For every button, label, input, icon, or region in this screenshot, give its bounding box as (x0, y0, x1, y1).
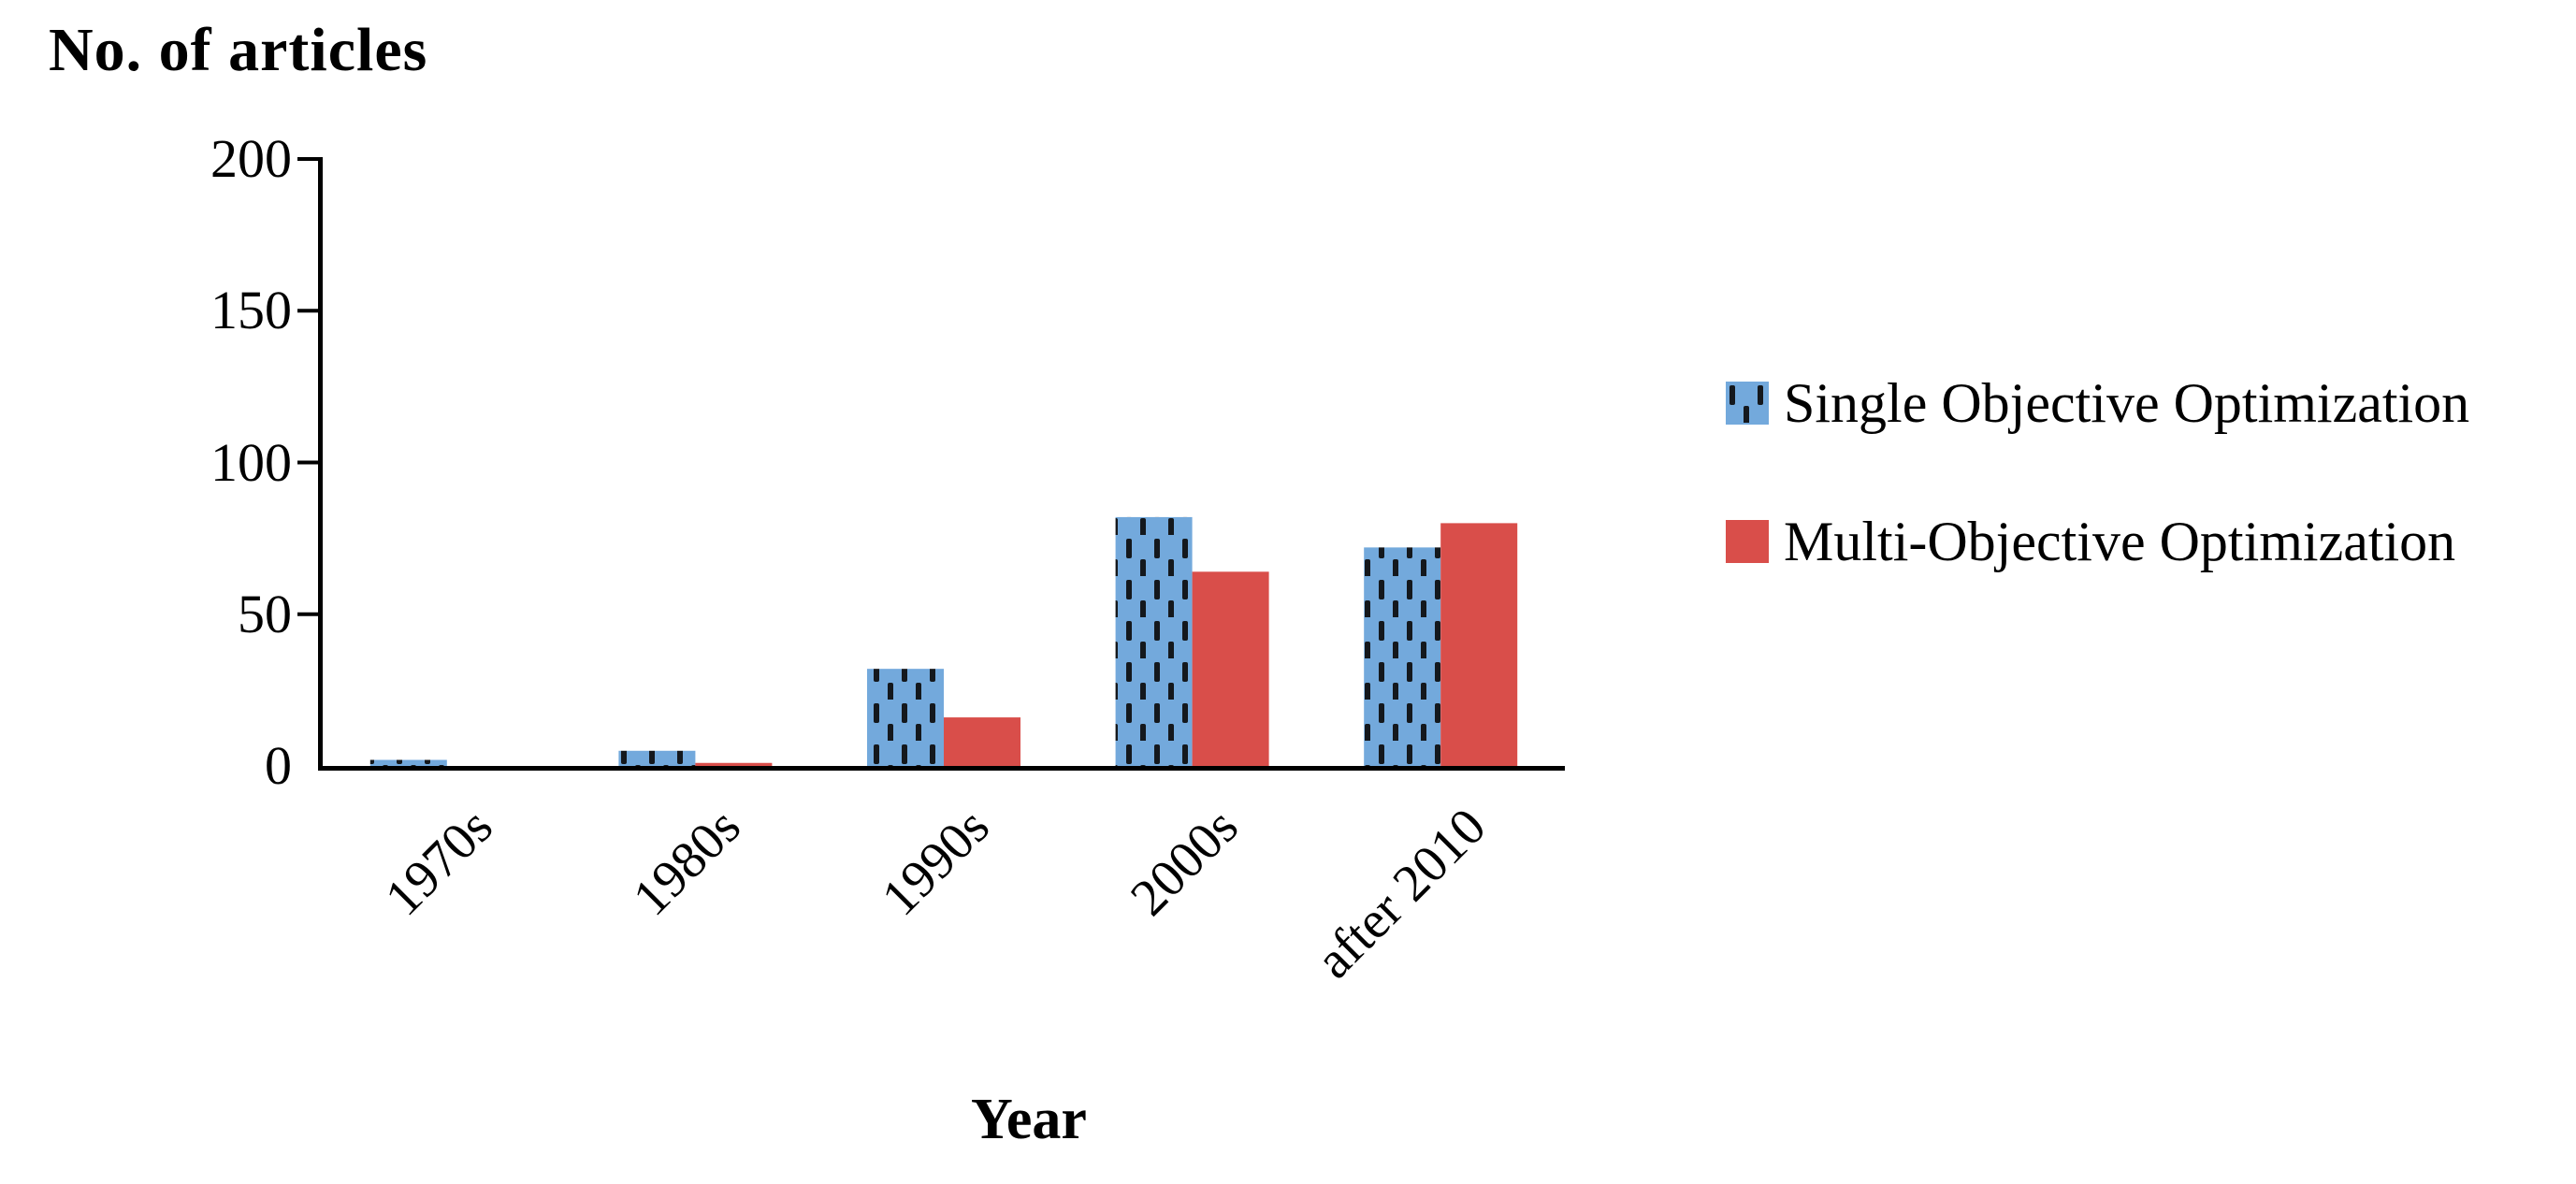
bar-multi-objective-optimization-after-2010 (1440, 523, 1518, 766)
y-tick-label: 200 (210, 128, 292, 189)
bar-single-objective-optimization-1970s (369, 759, 447, 766)
bar-multi-objective-optimization-1990s (944, 717, 1020, 766)
bar-multi-objective-optimization-2000s (1192, 571, 1269, 766)
y-axis-line (318, 157, 323, 766)
y-tick-mark (297, 612, 318, 616)
y-tick-label: 50 (238, 583, 292, 644)
legend-label-single-objective: Single Objective Optimization (1784, 371, 2470, 434)
legend-item-single-objective: Single Objective Optimization (1726, 367, 2469, 440)
legend-label-multi-objective: Multi-Objective Optimization (1784, 510, 2456, 572)
legend-swatch-multi-objective-icon (1726, 520, 1769, 563)
bar-multi-objective-optimization-1980s (695, 762, 773, 766)
legend-swatch-single-objective-icon (1726, 382, 1769, 425)
legend: Single Objective Optimization Multi-Obje… (1726, 367, 2469, 578)
y-tick-label: 150 (210, 280, 292, 341)
bar-single-objective-optimization-2000s (1115, 516, 1193, 766)
y-tick-label: 100 (210, 431, 292, 493)
y-tick-mark (297, 460, 318, 465)
bar-single-objective-optimization-1980s (618, 750, 696, 766)
x-axis-title: Year (971, 1088, 1087, 1151)
y-tick-mark (297, 157, 318, 161)
chart-title: No. of articles (49, 16, 428, 84)
axes (297, 157, 1565, 771)
legend-item-multi-objective: Multi-Objective Optimization (1726, 505, 2469, 578)
bar-single-objective-optimization-after-2010 (1364, 547, 1441, 766)
x-axis-line (318, 766, 1565, 771)
bar-single-objective-optimization-1990s (867, 669, 944, 766)
bars (369, 516, 1518, 766)
y-tick-label: 0 (265, 735, 292, 796)
y-tick-mark (297, 309, 318, 313)
